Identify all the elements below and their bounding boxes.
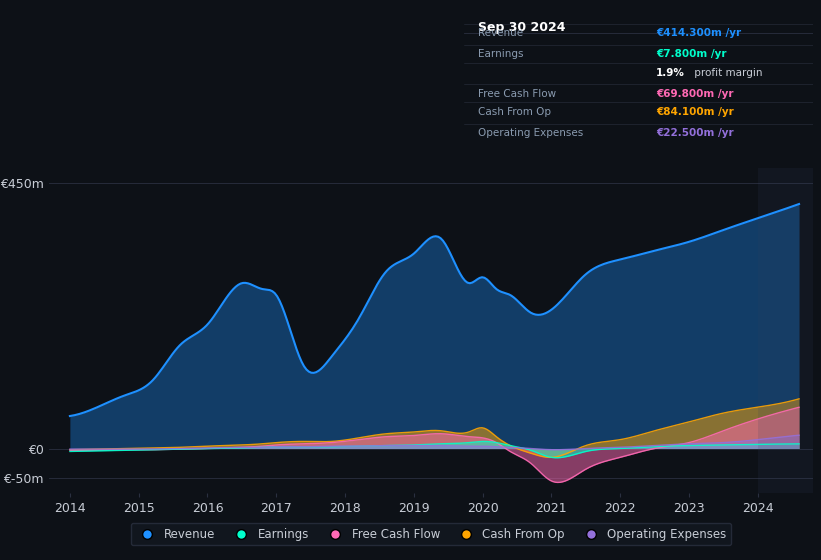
Bar [758, 168, 813, 493]
Text: Cash From Op: Cash From Op [478, 107, 551, 117]
Text: €7.800m /yr: €7.800m /yr [656, 49, 727, 59]
Text: Sep 30 2024: Sep 30 2024 [478, 21, 566, 34]
Text: Operating Expenses: Operating Expenses [478, 128, 583, 138]
Text: €69.800m /yr: €69.800m /yr [656, 88, 733, 99]
Text: Earnings: Earnings [478, 49, 523, 59]
Text: €22.500m /yr: €22.500m /yr [656, 128, 733, 138]
Text: profit margin: profit margin [690, 68, 762, 78]
Text: €84.100m /yr: €84.100m /yr [656, 107, 733, 117]
Text: €414.300m /yr: €414.300m /yr [656, 28, 741, 38]
Text: Revenue: Revenue [478, 28, 523, 38]
Legend: Revenue, Earnings, Free Cash Flow, Cash From Op, Operating Expenses: Revenue, Earnings, Free Cash Flow, Cash … [131, 523, 732, 545]
Text: Free Cash Flow: Free Cash Flow [478, 88, 556, 99]
Text: 1.9%: 1.9% [656, 68, 685, 78]
